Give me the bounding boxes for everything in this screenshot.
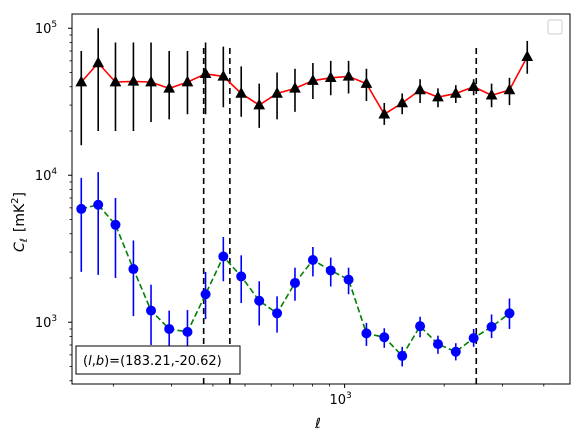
annotation-prefix: (	[83, 354, 88, 369]
series-1-marker-1	[93, 199, 104, 210]
annotation-comma: ,	[92, 354, 96, 369]
series-1-marker-8	[218, 251, 229, 262]
series-0-marker-1	[92, 56, 105, 68]
series-1-marker-10	[254, 295, 265, 306]
series-0-marker-14	[324, 71, 337, 83]
series-0-marker-8	[217, 69, 230, 81]
series-1-marker-22	[468, 333, 479, 344]
y-axis-label-unit: [mK	[12, 203, 28, 232]
series-0	[75, 28, 534, 146]
series-1-marker-23	[486, 321, 497, 332]
vertical-lines	[202, 48, 478, 384]
annotation-b: b	[96, 354, 104, 369]
series-1-marker-9	[236, 271, 247, 282]
series-1	[76, 172, 515, 367]
series-0-marker-10	[253, 98, 266, 110]
axes-frame	[71, 13, 571, 385]
series-1-marker-6	[182, 326, 193, 337]
x-tick-label-0: 103	[329, 391, 351, 408]
y-axis-label-sub: ℓ	[19, 238, 30, 242]
series-1-marker-20	[432, 339, 443, 350]
series-1-marker-12	[289, 277, 300, 288]
plot-area	[72, 14, 570, 384]
axes: 103 103 104 105	[35, 13, 571, 408]
series-1-marker-11	[272, 308, 283, 319]
y-tick-label-2: 105	[35, 20, 57, 37]
series-0-marker-11	[271, 86, 283, 98]
series-1-marker-14	[325, 265, 336, 276]
series-0-marker-7	[199, 67, 212, 79]
x-axis-label: ℓ	[314, 416, 321, 432]
series-0-marker-22	[467, 80, 480, 91]
series-1-marker-21	[450, 346, 461, 357]
y-tick-label-1: 104	[35, 167, 58, 184]
series-0-marker-15	[342, 69, 355, 81]
series-1-marker-15	[343, 274, 354, 285]
series-1-marker-17	[379, 332, 390, 343]
annotation-box: (l,b)=(183.21,-20.62)	[75, 345, 241, 375]
series-0-marker-20	[432, 90, 444, 102]
y-axis-label-main: C	[12, 242, 28, 252]
y-axis-label-unit-sup: 2	[10, 197, 21, 203]
series-0-marker-2	[109, 75, 122, 87]
annotation-suffix: )=(183.21,-20.62)	[104, 354, 222, 369]
series-layer	[75, 28, 534, 367]
plot-background	[72, 14, 570, 384]
series-1-marker-4	[146, 305, 157, 316]
series-0-marker-5	[163, 81, 176, 93]
series-1-marker-13	[307, 255, 318, 266]
series-0-marker-21	[449, 86, 462, 98]
series-0-marker-19	[414, 83, 426, 95]
y-tick-label-0: 103	[35, 314, 57, 331]
series-1-marker-16	[361, 328, 372, 339]
legend-box	[547, 19, 563, 35]
series-0-marker-0	[75, 75, 88, 87]
y-axis-label: Cℓ [mK2]	[10, 192, 30, 252]
annotation-l: l	[88, 354, 92, 369]
series-0-marker-12	[289, 81, 301, 93]
series-0-marker-17	[378, 107, 391, 119]
series-0-marker-3	[127, 74, 140, 86]
series-1-marker-7	[200, 289, 211, 300]
series-0-marker-16	[360, 77, 373, 88]
series-0-marker-25	[521, 50, 534, 61]
series-0-marker-4	[145, 75, 157, 87]
series-0-marker-24	[503, 83, 516, 95]
series-0-marker-9	[235, 86, 248, 98]
series-1-marker-0	[76, 203, 87, 214]
series-1-marker-3	[128, 264, 139, 275]
series-1-marker-19	[415, 321, 426, 332]
series-0-marker-13	[307, 74, 319, 85]
y-axis-label-unit-end: ]	[12, 192, 28, 197]
series-0-marker-23	[485, 88, 498, 100]
series-1-marker-24	[504, 308, 515, 319]
series-1-marker-5	[164, 323, 175, 334]
annotation-text: (l,b)=(183.21,-20.62)	[83, 354, 222, 369]
series-1-marker-18	[397, 350, 408, 361]
series-1-marker-2	[110, 219, 121, 230]
series-0-marker-18	[396, 96, 409, 108]
series-0-marker-6	[181, 75, 194, 87]
